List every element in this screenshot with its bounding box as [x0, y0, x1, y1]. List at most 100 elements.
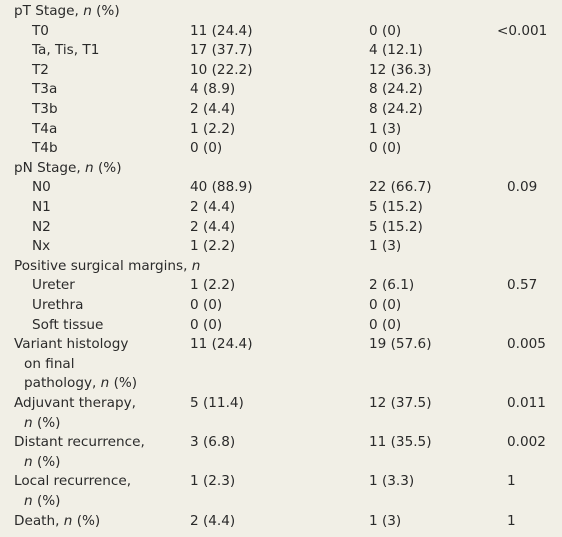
table-row: Urethra 0 (0) 0 (0)	[0, 295, 562, 315]
row-label: T0	[32, 22, 49, 39]
row-label: N2	[32, 218, 51, 235]
p-value: 0.09	[507, 179, 538, 196]
table-row: Ureter 1 (2.2) 2 (6.1) 0.57	[0, 275, 562, 295]
group1-value: 2 (4.4)	[190, 101, 236, 117]
row-label: T4b	[32, 140, 58, 157]
table-row: Adjuvant therapy, 5 (11.4) 12 (37.5) 0.011	[0, 393, 562, 413]
table-row: Ta, Tis, T1 17 (37.7) 4 (12.1)	[0, 40, 562, 60]
group1-value: 40 (88.9)	[190, 179, 253, 196]
group2-value: 11 (35.5)	[369, 434, 432, 451]
table-row: Death, n (%) 2 (4.4) 1 (3) 1	[0, 511, 562, 531]
group2-value: 0 (0)	[369, 316, 402, 333]
row-label: Positive surgical margins, n	[14, 257, 201, 274]
group1-value: 2 (4.4)	[190, 218, 236, 235]
p-value: 0.011	[507, 395, 546, 411]
group1-value: 11 (24.4)	[190, 22, 253, 39]
group2-value: 22 (66.7)	[369, 179, 432, 196]
group2-value: 0 (0)	[369, 140, 402, 157]
p-value: 0.57	[507, 277, 538, 294]
table-row: N0 40 (88.9) 22 (66.7) 0.09	[0, 177, 562, 197]
row-label: N0	[32, 179, 51, 196]
group1-value: 1 (2.2)	[190, 120, 236, 137]
group2-value: 8 (24.2)	[369, 101, 423, 117]
p-value: 0.005	[507, 336, 546, 353]
table-row: T3a 4 (8.9) 8 (24.2)	[0, 79, 562, 99]
group2-value: 0 (0)	[369, 297, 402, 313]
row-label: n (%)	[24, 453, 61, 470]
table-row: pathology, n (%)	[0, 373, 562, 393]
row-label: Distant recurrence,	[14, 434, 145, 451]
table-row: T0 11 (24.4) 0 (0) <0.001	[0, 21, 562, 41]
group2-value: 2 (6.1)	[369, 277, 415, 294]
table-row: T3b 2 (4.4) 8 (24.2)	[0, 99, 562, 119]
table-row: N2 2 (4.4) 5 (15.2)	[0, 217, 562, 237]
group2-value: 0 (0)	[369, 22, 402, 39]
p-value: 1	[507, 473, 516, 490]
table-row: n (%)	[0, 491, 562, 511]
table-row: T2 10 (22.2) 12 (36.3)	[0, 60, 562, 80]
group1-value: 1 (2.2)	[190, 238, 236, 255]
table-row: T4a 1 (2.2) 1 (3)	[0, 119, 562, 139]
row-label: pN Stage, n (%)	[14, 159, 122, 176]
table-row: pT Stage, n (%)	[0, 1, 562, 21]
group1-value: 0 (0)	[190, 316, 223, 333]
row-label: T2	[32, 61, 49, 78]
row-label: n (%)	[24, 414, 61, 431]
group2-value: 1 (3)	[369, 512, 402, 529]
group1-value: 17 (37.7)	[190, 42, 253, 59]
row-label: N1	[32, 199, 51, 215]
group1-value: 1 (2.2)	[190, 277, 236, 294]
table-row: Positive surgical margins, n	[0, 256, 562, 276]
row-label: Nx	[32, 238, 51, 255]
table-row: Variant histology 11 (24.4) 19 (57.6) 0.005	[0, 334, 562, 354]
group1-value: 11 (24.4)	[190, 336, 253, 353]
p-value: 1	[507, 512, 516, 529]
row-label: Ta, Tis, T1	[32, 42, 100, 59]
p-value: 0.002	[507, 434, 546, 451]
group1-value: 3 (6.8)	[190, 434, 236, 451]
row-label: pathology, n (%)	[24, 375, 138, 392]
group2-value: 19 (57.6)	[369, 336, 432, 353]
group2-value: 4 (12.1)	[369, 42, 423, 59]
group1-value: 2 (4.4)	[190, 199, 236, 215]
group1-value: 10 (22.2)	[190, 61, 253, 78]
row-label: pT Stage, n (%)	[14, 3, 120, 19]
row-label: Death, n (%)	[14, 512, 101, 529]
row-label: Urethra	[32, 297, 84, 313]
table-row: Local recurrence, 1 (2.3) 1 (3.3) 1	[0, 471, 562, 491]
group1-value: 4 (8.9)	[190, 81, 236, 98]
row-label: Ureter	[32, 277, 75, 294]
table-row: T4b 0 (0) 0 (0)	[0, 138, 562, 158]
group1-value: 5 (11.4)	[190, 395, 244, 411]
row-label: on final	[24, 355, 75, 372]
group2-value: 8 (24.2)	[369, 81, 423, 98]
table-row: on final	[0, 354, 562, 374]
row-label: Adjuvant therapy,	[14, 395, 136, 411]
row-label: Variant histology	[14, 336, 129, 353]
row-label: Local recurrence,	[14, 473, 132, 490]
group2-value: 1 (3)	[369, 120, 402, 137]
table-row: Soft tissue 0 (0) 0 (0)	[0, 315, 562, 335]
group1-value: 2 (4.4)	[190, 512, 236, 529]
table-row: n (%)	[0, 452, 562, 472]
group2-value: 1 (3)	[369, 238, 402, 255]
group2-value: 5 (15.2)	[369, 218, 423, 235]
table-row: pN Stage, n (%)	[0, 158, 562, 178]
group2-value: 12 (37.5)	[369, 395, 432, 411]
row-label: T3a	[32, 81, 58, 98]
group2-value: 1 (3.3)	[369, 473, 415, 490]
group1-value: 0 (0)	[190, 297, 223, 313]
group2-value: 5 (15.2)	[369, 199, 423, 215]
table-row: n (%)	[0, 413, 562, 433]
group1-value: 0 (0)	[190, 140, 223, 157]
row-label: n (%)	[24, 493, 61, 509]
table-row: Nx 1 (2.2) 1 (3)	[0, 236, 562, 256]
p-value: <0.001	[497, 22, 548, 39]
table-row: N1 2 (4.4) 5 (15.2)	[0, 197, 562, 217]
row-label: Soft tissue	[32, 316, 104, 333]
table-row: Distant recurrence, 3 (6.8) 11 (35.5) 0.002	[0, 432, 562, 452]
group2-value: 12 (36.3)	[369, 61, 432, 78]
row-label: T3b	[32, 101, 58, 117]
group1-value: 1 (2.3)	[190, 473, 236, 490]
